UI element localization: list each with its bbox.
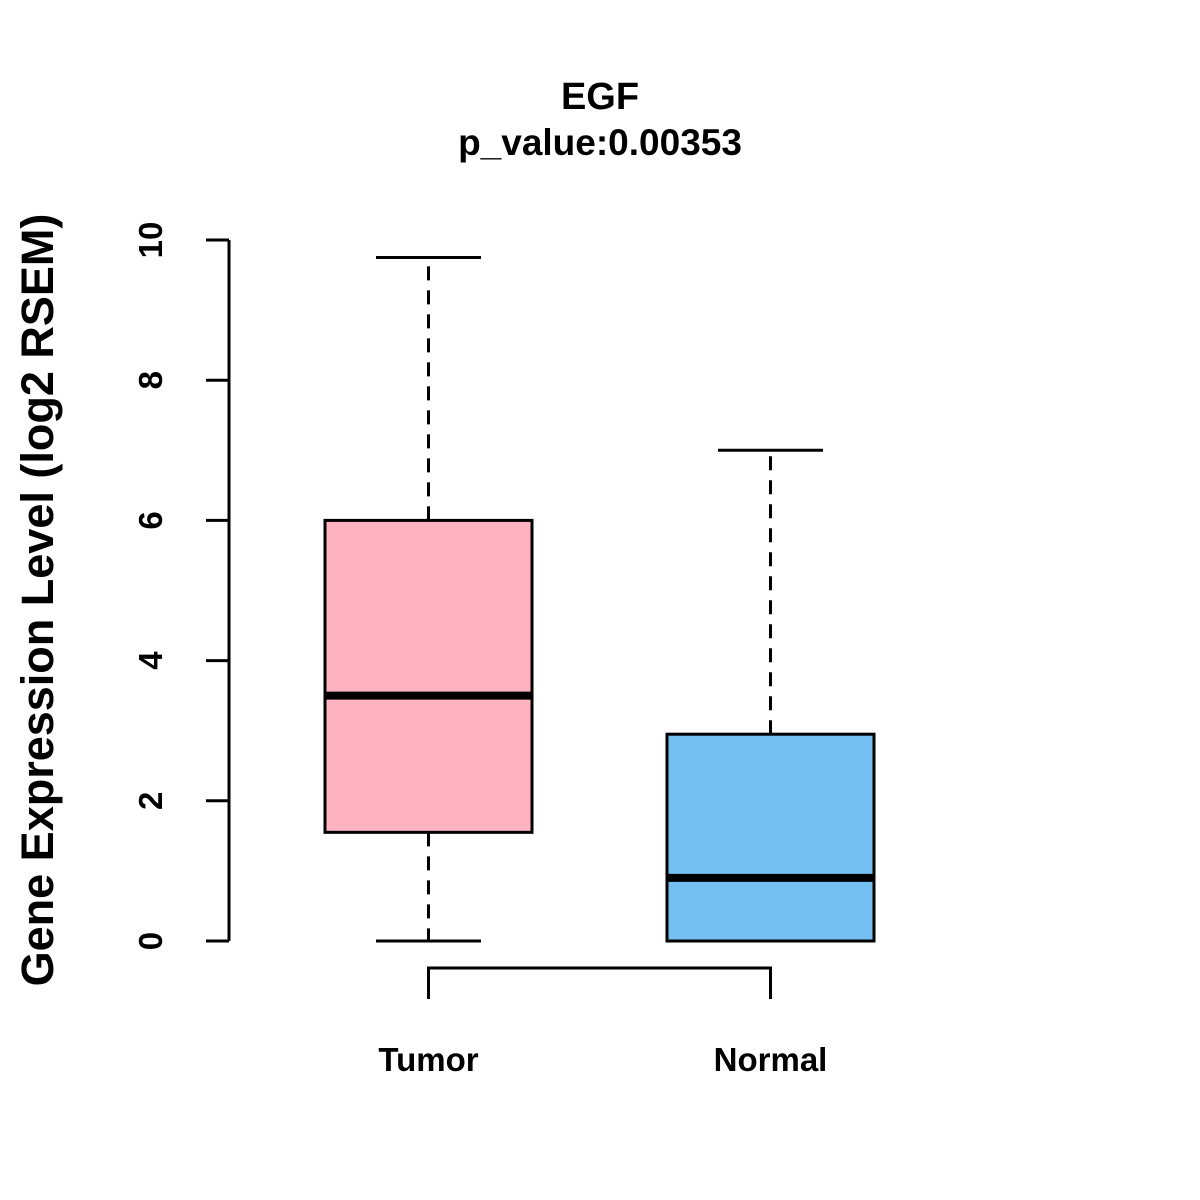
y-axis-label: Gene Expression Level (log2 RSEM) [12,214,63,987]
y-axis: 0 2 4 6 8 10 [132,222,231,950]
y-axis-tick-label: 0 [132,932,169,950]
chart-title: EGF [561,76,639,118]
boxplot-series [323,256,876,943]
comparison-bracket [427,966,772,999]
normal-box [665,732,876,943]
x-label-tumor: Tumor [378,1041,478,1078]
chart-subtitle: p_value:0.00353 [458,122,742,163]
y-axis-tick-label: 2 [132,792,169,810]
y-axis-tick-label: 4 [132,651,169,670]
x-axis-labels: Tumor Normal [378,1041,827,1078]
comparison-bracket-line [427,966,772,999]
x-label-normal: Normal [714,1041,828,1078]
y-axis-tick-label: 6 [132,511,169,529]
tumor-box [323,518,534,834]
y-axis-tick-label: 10 [132,222,169,259]
y-axis-tick-label: 8 [132,371,169,389]
